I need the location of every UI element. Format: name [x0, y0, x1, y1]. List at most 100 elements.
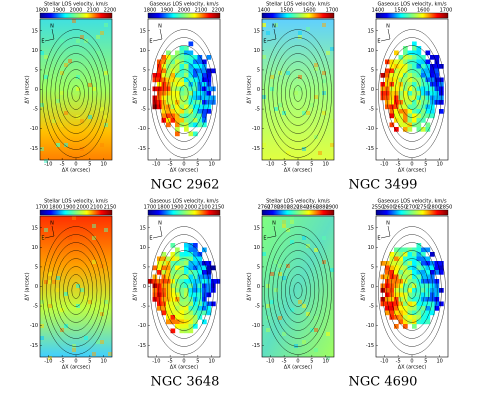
map-pixel [48, 280, 52, 284]
y-tick-label: -15 [30, 146, 38, 152]
map-pixel [389, 100, 395, 105]
map-pixel [157, 265, 162, 271]
colorbar-tick-label: 2200 [212, 8, 225, 14]
map-pixel [306, 111, 310, 115]
map-pixel [88, 320, 92, 324]
map-pixel [193, 324, 198, 329]
map-pixel [161, 95, 167, 101]
map-pixel [104, 123, 108, 127]
map-pixel [434, 95, 440, 101]
y-tick-label: 10 [254, 48, 260, 54]
x-tick-label: 10 [209, 359, 215, 365]
y-tick-label: -10 [138, 323, 146, 329]
map-pixel [202, 59, 207, 65]
map-pixel [166, 283, 171, 289]
map-pixel [40, 236, 44, 240]
map-pixel [188, 243, 194, 248]
map-pixel [175, 256, 180, 262]
map-pixel [202, 122, 207, 128]
map-pixel [407, 50, 413, 56]
map-pixel [421, 274, 426, 280]
map-pixel [434, 270, 440, 275]
map-pixel [416, 64, 422, 69]
map-pixel [161, 68, 167, 74]
map-pixel [179, 64, 185, 69]
map-pixel [380, 261, 386, 266]
map-pixel [439, 82, 444, 87]
map-pixel [416, 306, 422, 311]
map-pixel [298, 300, 302, 304]
map-pixel [188, 292, 194, 298]
x-axis-label: ΔX (arcsec) [170, 365, 199, 371]
map-pixel [407, 247, 413, 253]
map-pixel [170, 252, 176, 257]
x-tick-label: 0 [74, 162, 77, 168]
map-pixel [403, 274, 408, 280]
map-pixel [179, 301, 185, 307]
contour [272, 242, 324, 339]
map-pixel [197, 55, 203, 60]
map-pixel [425, 73, 431, 78]
colorbar [261, 12, 335, 19]
map-pixel [398, 256, 404, 262]
colorbar-title: Stellar LOS velocity, km/s [44, 2, 108, 8]
map-pixel [152, 73, 158, 78]
map-pixel [425, 279, 431, 284]
map-pixel [170, 261, 176, 266]
y-tick-label: -10 [366, 323, 374, 329]
x-tick-label: 0 [74, 359, 77, 365]
map-pixel [166, 64, 171, 69]
colorbar-tick-label: 2000 [184, 205, 197, 211]
map-pixel [166, 261, 171, 266]
map-pixel [398, 292, 404, 298]
contour [390, 53, 434, 134]
map-pixel [175, 315, 180, 320]
map-pixel [193, 265, 198, 271]
map-pixel [274, 260, 278, 264]
map-pixel [202, 310, 207, 316]
contour [276, 53, 320, 134]
map-pixel [179, 91, 185, 96]
map-pixel [425, 95, 431, 101]
map-pixel [425, 274, 431, 280]
map-pixel [157, 261, 162, 266]
map-pixel [202, 301, 207, 307]
map-pixel [298, 31, 302, 35]
map-pixel [188, 118, 194, 123]
colorbar-tick-label: 2000 [70, 8, 83, 14]
map-pixel [188, 131, 194, 137]
map-pixel [302, 147, 306, 151]
x-tick-label: -5 [396, 359, 401, 365]
map-pixel [206, 288, 212, 293]
map-pixel [421, 247, 426, 253]
map-pixel [104, 228, 108, 232]
map-pixel [425, 292, 431, 298]
contour [403, 274, 421, 307]
map-pixel [202, 274, 207, 280]
map-pixel [96, 51, 100, 55]
map-pixel [380, 288, 386, 293]
map-pixel [170, 301, 176, 307]
colorbar-tick-label: 2100 [195, 8, 208, 14]
contour [281, 61, 316, 126]
map-pixel [425, 59, 431, 65]
map-pixel [425, 306, 431, 311]
map-pixel [193, 77, 198, 83]
map-pixel [403, 73, 408, 78]
map-pixel [175, 95, 180, 101]
contour [71, 85, 81, 102]
contour [71, 282, 81, 299]
map-pixel [179, 82, 185, 87]
x-tick-label: 0 [410, 359, 413, 365]
x-tick-label: -5 [396, 162, 401, 168]
map-pixel [394, 270, 399, 275]
colorbar-tick-label: 2000 [178, 8, 191, 14]
map-pixel [170, 109, 176, 114]
contour [293, 282, 303, 299]
map-pixel [439, 109, 444, 114]
map-pixel [202, 109, 207, 114]
map-pixel [175, 261, 180, 266]
map-pixel [416, 319, 422, 325]
map-pixel [270, 87, 274, 91]
contour [50, 242, 102, 339]
